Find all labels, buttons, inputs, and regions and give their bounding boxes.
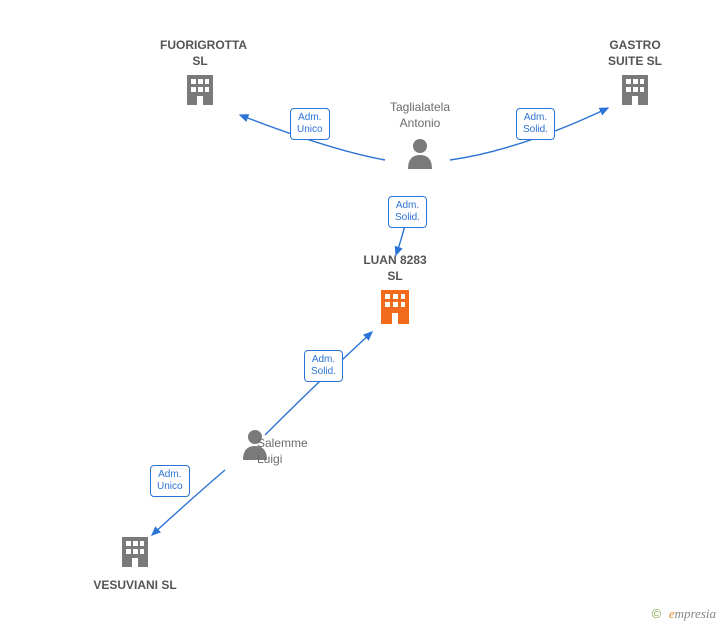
footer-brand: © empresia xyxy=(652,606,716,622)
node-luan[interactable]: LUAN 8283 SL xyxy=(350,253,440,331)
edge-label-e1: Adm. Unico xyxy=(290,108,330,140)
node-label: VESUVIANI SL xyxy=(85,578,185,594)
copyright-symbol: © xyxy=(652,606,662,621)
building-icon xyxy=(350,288,440,331)
brand-rest: mpresia xyxy=(675,606,716,621)
building-icon xyxy=(85,535,185,574)
edge-label-e5: Adm. Unico xyxy=(150,465,190,497)
building-icon xyxy=(160,73,240,112)
node-salemme[interactable]: Salemme Luigi xyxy=(215,428,295,465)
edge-label-e4: Adm. Solid. xyxy=(304,350,343,382)
node-label: Taglialatela Antonio xyxy=(375,100,465,131)
node-label: Salemme Luigi xyxy=(257,436,327,467)
building-icon xyxy=(590,73,680,112)
node-label: GASTRO SUITE SL xyxy=(590,38,680,69)
node-label: LUAN 8283 SL xyxy=(350,253,440,284)
edge-label-e2: Adm. Solid. xyxy=(516,108,555,140)
node-gastro[interactable]: GASTRO SUITE SL xyxy=(590,38,680,112)
node-vesuviani[interactable]: VESUVIANI SL xyxy=(85,535,185,594)
edge-label-e3: Adm. Solid. xyxy=(388,196,427,228)
node-label: FUORIGROTTA SL xyxy=(160,38,240,69)
node-taglialatela[interactable]: Taglialatela Antonio xyxy=(375,100,465,174)
person-icon xyxy=(375,137,465,174)
node-fuorigrotta[interactable]: FUORIGROTTA SL xyxy=(160,38,240,112)
org-network-diagram: FUORIGROTTA SL GASTRO SUITE SL Taglialat… xyxy=(0,0,728,630)
